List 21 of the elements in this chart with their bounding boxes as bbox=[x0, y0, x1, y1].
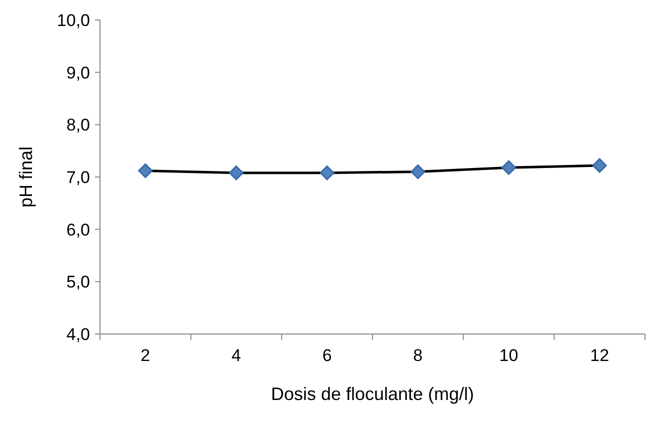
y-axis-title: pH final bbox=[16, 146, 36, 208]
x-tick-label: 12 bbox=[590, 346, 610, 365]
y-tick-label: 6,0 bbox=[66, 220, 90, 240]
y-tick-label: 4,0 bbox=[66, 324, 90, 344]
y-tick-label: 10,0 bbox=[56, 10, 90, 30]
y-tick-label: 7,0 bbox=[66, 168, 90, 187]
point bbox=[501, 160, 516, 175]
x-tick-label: 2 bbox=[140, 346, 150, 365]
x-tick-label: 6 bbox=[322, 346, 332, 365]
point bbox=[138, 163, 153, 178]
point bbox=[410, 164, 426, 180]
y-tick-label: 8,0 bbox=[66, 116, 90, 135]
y-tick-label: 5,0 bbox=[66, 272, 90, 292]
point bbox=[228, 165, 244, 180]
point bbox=[592, 158, 607, 173]
x-axis-title: Dosis de floculante (mg/l) bbox=[270, 384, 474, 404]
point bbox=[320, 165, 334, 180]
y-tick-label: 9,0 bbox=[66, 63, 90, 82]
x-tick-label: 10 bbox=[499, 346, 518, 365]
x-tick-label: 8 bbox=[413, 346, 423, 365]
x-tick-label: 4 bbox=[232, 346, 241, 365]
